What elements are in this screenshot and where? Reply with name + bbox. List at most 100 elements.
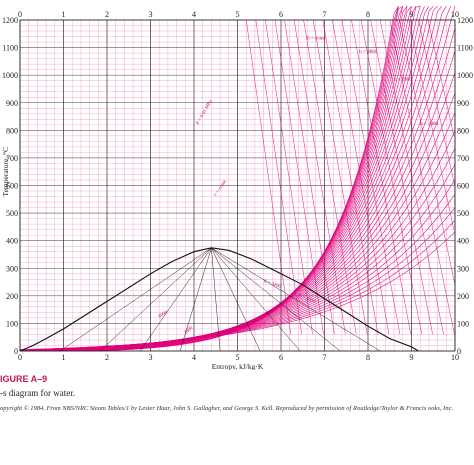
y-tick-label: 200 [6, 292, 18, 301]
enthalpy-line [284, 19, 335, 335]
y-tick-label-right: 400 [457, 237, 469, 246]
x-tick-label-top: 7 [323, 10, 327, 19]
curve-label: h = 3800 [359, 50, 377, 55]
y-tick-label: 1200 [2, 16, 18, 25]
y-tick-label-right: 100 [457, 319, 469, 328]
y-tick-label: 400 [6, 237, 18, 246]
quality-line [99, 247, 212, 352]
pressure-line [50, 6, 421, 352]
y-tick-label-right: 600 [457, 182, 469, 191]
enthalpy-line [303, 19, 357, 335]
y-axis-ticks-right: 0 100 200 300 400 500 600 700 800 900 1000 1100 1200 [457, 16, 473, 356]
enthalpy-line [389, 19, 455, 335]
y-tick-label-right: 300 [457, 264, 469, 273]
saturation-dome [19, 247, 419, 352]
quality-line [59, 247, 212, 352]
quality-line [211, 247, 261, 352]
y-tick-label: 100 [6, 319, 18, 328]
pressure-line [98, 6, 399, 352]
x-axis-label: Entropy, kJ/kg·K [212, 362, 264, 370]
y-tick-label-right: 700 [457, 154, 469, 163]
quality-lines [59, 247, 381, 352]
enthalpy-line [408, 19, 455, 230]
y-tick-label: 1000 [2, 71, 18, 80]
curve-label: h = 3200 [263, 279, 282, 290]
figure-label: IGURE A–9 [0, 374, 48, 384]
x-tick-label-top: 6 [279, 10, 283, 19]
pressure-line [85, 6, 404, 352]
y-tick-label-right: 1200 [457, 16, 473, 25]
pressure-lines [19, 5, 456, 352]
x-tick-label-top: 0 [18, 10, 22, 19]
enthalpy-line [351, 19, 412, 335]
enthalpy-line [312, 19, 368, 335]
x-axis-ticks-bottom: 0 1 2 3 4 5 6 7 8 9 10 [18, 353, 459, 362]
enthalpy-line [418, 19, 455, 186]
y-axis-label: Temperature, °C [1, 147, 10, 197]
x-tick-label: 6 [279, 353, 283, 362]
y-tick-label: 900 [6, 99, 18, 108]
y-tick-label: 700 [6, 154, 18, 163]
y-tick-label-right: 1000 [457, 71, 473, 80]
x-tick-label-top: 4 [192, 10, 196, 19]
x-tick-label-top: 2 [105, 10, 109, 19]
x-tick-label: 3 [149, 353, 153, 362]
y-tick-label-right: 900 [457, 99, 469, 108]
y-tick-label-right: 0 [457, 347, 461, 356]
x-tick-label-top: 8 [366, 10, 370, 19]
enthalpy-line [360, 19, 422, 335]
x-tick-label: 2 [105, 353, 109, 362]
figure-credit: opyright © 1984. From NBS/NRC Steam Tabl… [0, 405, 454, 412]
x-tick-label-top: 10 [451, 10, 459, 19]
curve-label: v = const [213, 179, 228, 197]
x-tick-label-top: 3 [149, 10, 153, 19]
quality-line [139, 247, 212, 352]
x-tick-label: 7 [323, 353, 327, 362]
y-tick-label: 500 [6, 209, 18, 218]
enthalpy-line [255, 19, 302, 335]
x-tick-label: 9 [410, 353, 414, 362]
enthalpy-line [399, 19, 456, 285]
x-axis-ticks-top: 0 1 2 3 4 5 6 7 8 9 10 [18, 10, 459, 19]
curve-label: h = const [307, 36, 326, 41]
x-tick-label: 0 [18, 353, 22, 362]
y-tick-label: 600 [6, 182, 18, 191]
y-tick-label: 0 [14, 347, 18, 356]
quality-line [211, 247, 301, 352]
enthalpy-line [293, 19, 346, 335]
y-axis-ticks-left: 0 100 200 300 400 500 600 700 800 900 1000 1100 1200 [2, 16, 18, 356]
quality-line [211, 247, 341, 352]
x-tick-label: 8 [366, 353, 370, 362]
y-tick-label-right: 1100 [457, 44, 473, 53]
y-tick-label: 1100 [2, 44, 18, 53]
pressure-line [89, 6, 399, 352]
curve-label: 4000 [158, 310, 170, 320]
quality-line [179, 247, 212, 352]
y-tick-label-right: 800 [457, 126, 469, 135]
x-tick-label-top: 9 [410, 10, 414, 19]
enthalpy-line [274, 19, 324, 335]
curve-label: h = 3400 [420, 122, 438, 127]
enthalpy-line [332, 19, 390, 335]
y-tick-label-right: 200 [457, 292, 469, 301]
enthalpy-lines [245, 19, 456, 335]
y-tick-label: 800 [6, 126, 18, 135]
enthalpy-line [341, 19, 401, 335]
enthalpy-line [370, 19, 433, 335]
x-tick-label-top: 5 [236, 10, 240, 19]
enthalpy-line [379, 19, 444, 335]
y-tick-label: 300 [6, 264, 18, 273]
enthalpy-line [427, 19, 455, 136]
enthalpy-line [322, 19, 379, 335]
enthalpy-line [265, 19, 313, 335]
plot-frame [19, 19, 456, 352]
quality-line [211, 247, 221, 352]
enthalpy-line [245, 19, 292, 335]
pressure-line [72, 6, 408, 352]
quality-line [211, 247, 381, 352]
x-tick-label-top: 1 [62, 10, 66, 19]
y-tick-label-right: 500 [457, 209, 469, 218]
x-tick-label: 4 [192, 353, 196, 362]
